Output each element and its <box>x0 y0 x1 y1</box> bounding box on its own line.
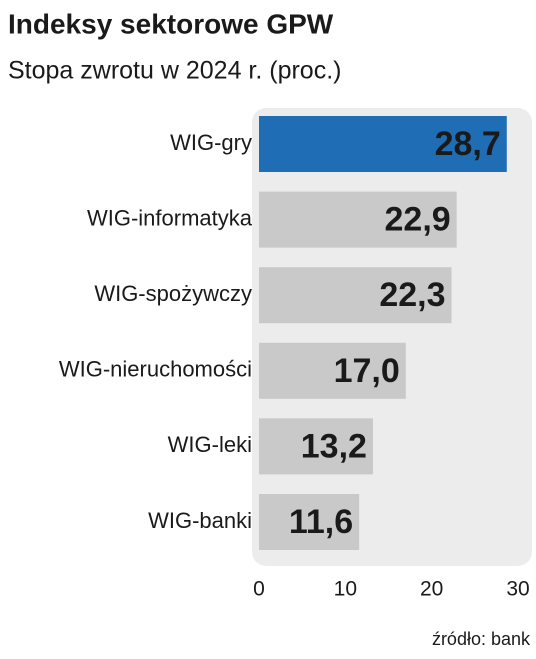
value-label: 22,9 <box>385 201 451 239</box>
y-tick-label: WIG-spożywczy <box>94 281 252 306</box>
source: źródło: bank <box>432 629 531 649</box>
bar <box>259 494 360 550</box>
y-tick-label: WIG-banki <box>148 508 252 533</box>
value-label: 17,0 <box>334 352 400 390</box>
y-tick-label: WIG-gry <box>170 130 252 155</box>
bar <box>259 116 507 172</box>
y-tick-label: WIG-nieruchomości <box>59 357 252 382</box>
bar <box>259 418 373 475</box>
value-label: 28,7 <box>435 125 501 163</box>
chart-subtitle: Stopa zwrotu w 2024 r. (proc.) <box>8 57 341 85</box>
value-label: 22,3 <box>379 276 445 314</box>
chart-title: Indeksy sektorowe GPW <box>8 8 334 39</box>
y-tick-label: WIG-leki <box>168 432 252 457</box>
bar <box>259 267 452 324</box>
x-tick-label: 30 <box>506 578 529 601</box>
value-label: 11,6 <box>289 503 353 541</box>
bar <box>259 342 406 399</box>
bar <box>259 191 457 248</box>
y-tick-label: WIG-informatyka <box>87 205 253 230</box>
x-tick-label: 0 <box>253 578 265 601</box>
x-tick-label: 20 <box>420 578 443 601</box>
x-tick-label: 10 <box>334 578 357 601</box>
value-label: 13,2 <box>301 427 367 465</box>
